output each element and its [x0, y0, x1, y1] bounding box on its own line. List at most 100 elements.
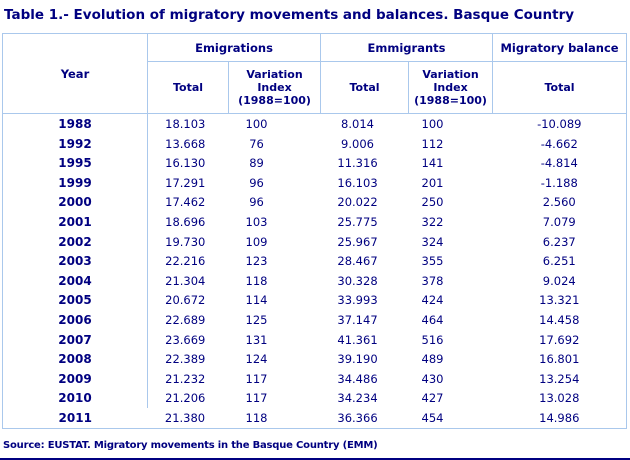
cell-year: 2001 [2, 212, 148, 232]
cell-migratory-balance: -1.188 [540, 175, 578, 190]
table-row: 2001 18.696 103 25.775 322 7.079 [2, 212, 627, 232]
cell-year: 2000 [2, 192, 148, 213]
cell-migratory-balance: 2.560 [542, 195, 576, 210]
cell-emigrations-variation-index: 89 [249, 156, 264, 171]
cell-migratory-balance: 6.237 [542, 234, 576, 249]
cell-emmigrants-variation-index: 355 [421, 254, 444, 269]
cell-emmigrants-total: 41.361 [337, 332, 378, 347]
cell-migratory-balance: 13.254 [539, 371, 580, 386]
table-row: 2005 20.672 114 33.993 424 13.321 [2, 290, 627, 311]
cell-migratory-balance: 7.079 [542, 214, 576, 229]
cell-year: 1995 [2, 153, 148, 173]
table-row: 2006 22.689 125 37.147 464 14.458 [2, 310, 627, 330]
cell-emmigrants-variation-index: 100 [421, 116, 444, 131]
cell-emmigrants-total: 25.967 [337, 234, 378, 249]
cell-migratory-balance: -4.662 [540, 136, 578, 151]
cell-migratory-balance: -4.814 [540, 156, 578, 171]
cell-emmigrants-variation-index: 427 [421, 391, 444, 406]
cell-emigrations-variation-index: 117 [245, 371, 268, 386]
cell-emigrations-variation-index: 100 [245, 116, 268, 131]
cell-emigrations-variation-index: 118 [245, 411, 268, 426]
header-group-row: Year Emigrations Emmigrants Migratory ba… [2, 33, 628, 114]
cell-emigrations-total: 20.672 [165, 293, 206, 308]
cell-emmigrants-variation-index: 454 [421, 411, 444, 426]
cell-emigrations-variation-index: 123 [245, 254, 268, 269]
header-emmigrants-total: Total [320, 61, 410, 114]
table-row: 2011 21.380 118 36.366 454 14.986 [3, 408, 627, 428]
cell-emmigrants-total: 34.234 [337, 391, 378, 406]
cell-emmigrants-total: 11.316 [337, 156, 378, 171]
cell-emmigrants-total: 28.467 [337, 254, 378, 269]
header-emmigrants-variation-index: Variation Index (1988=100) [408, 61, 494, 114]
page-title: Table 1.- Evolution of migratory movemen… [4, 7, 575, 23]
table-body: 1988 18.103 100 8.014 100 -10.089 1992 1… [2, 113, 627, 429]
cell-emigrations-variation-index: 118 [245, 273, 268, 288]
header-balance-total: Total [492, 61, 628, 114]
cell-migratory-balance: 14.986 [539, 411, 580, 426]
cell-emigrations-total: 21.232 [165, 371, 206, 386]
cell-migratory-balance: -10.089 [537, 116, 582, 131]
table-row: 1995 16.130 89 11.316 141 -4.814 [2, 153, 627, 173]
cell-emmigrants-variation-index: 516 [421, 332, 444, 347]
cell-emigrations-total: 22.216 [165, 254, 206, 269]
cell-emmigrants-total: 20.022 [337, 195, 378, 210]
migration-table: Year Emigrations Emmigrants Migratory ba… [2, 33, 628, 429]
header-year: Year [2, 33, 148, 114]
cell-year: 1992 [2, 133, 148, 154]
cell-year: 2010 [2, 388, 148, 409]
cell-emigrations-variation-index: 125 [245, 312, 268, 327]
cell-emigrations-variation-index: 76 [249, 136, 264, 151]
cell-emigrations-total: 23.669 [165, 332, 206, 347]
cell-emigrations-total: 19.730 [165, 234, 206, 249]
cell-year: 2005 [2, 290, 148, 311]
cell-year: 2004 [2, 270, 148, 291]
table-row: 1992 13.668 76 9.006 112 -4.662 [2, 133, 627, 154]
table-row: 2002 19.730 109 25.967 324 6.237 [2, 231, 627, 252]
table-row: 2004 21.304 118 30.328 378 9.024 [2, 270, 627, 291]
table-row: 2009 21.232 117 34.486 430 13.254 [2, 368, 627, 389]
cell-migratory-balance: 13.321 [539, 293, 580, 308]
cell-emigrations-variation-index: 96 [249, 195, 264, 210]
cell-emigrations-variation-index: 124 [245, 352, 268, 367]
table-row: 2000 17.462 96 20.022 250 2.560 [2, 192, 627, 213]
cell-migratory-balance: 17.692 [539, 332, 580, 347]
cell-emmigrants-total: 37.147 [337, 312, 378, 327]
cell-emmigrants-variation-index: 378 [421, 273, 444, 288]
cell-emigrations-total: 16.130 [165, 156, 206, 171]
source-note: Source: EUSTAT. Migratory movements in t… [3, 440, 378, 451]
cell-emmigrants-total: 39.190 [337, 352, 378, 367]
cell-emigrations-variation-index: 109 [245, 234, 268, 249]
cell-emigrations-total: 21.304 [165, 273, 206, 288]
cell-emigrations-total: 21.380 [164, 411, 206, 426]
cell-year: 2009 [2, 368, 148, 389]
cell-emmigrants-total: 25.775 [337, 214, 378, 229]
cell-year: 2011 [58, 411, 92, 426]
cell-emmigrants-total: 16.103 [337, 175, 378, 190]
table-row: 2010 21.206 117 34.234 427 13.028 [2, 388, 627, 409]
header-sub-row: Total Variation Index (1988=100) Total V… [3, 61, 628, 114]
cell-year: 1988 [2, 113, 148, 134]
cell-year: 2007 [2, 329, 148, 350]
cell-emmigrants-total: 8.014 [341, 116, 374, 131]
cell-migratory-balance: 6.251 [542, 254, 576, 269]
cell-emigrations-total: 22.389 [165, 352, 206, 367]
cell-emmigrants-variation-index: 112 [421, 136, 444, 151]
cell-emmigrants-variation-index: 430 [421, 371, 444, 386]
cell-emigrations-total: 17.291 [165, 175, 206, 190]
table-row: 1999 17.291 96 16.103 201 -1.188 [2, 172, 627, 193]
cell-year: 2002 [2, 231, 148, 252]
cell-year: 2003 [2, 251, 148, 271]
table-row: 2008 22.389 124 39.190 489 16.801 [2, 349, 627, 369]
cell-migratory-balance: 14.458 [539, 312, 580, 327]
table-row: 2007 23.669 131 41.361 516 17.692 [2, 329, 627, 350]
cell-emmigrants-variation-index: 489 [421, 352, 444, 367]
cell-emmigrants-variation-index: 324 [421, 234, 444, 249]
cell-emmigrants-total: 36.366 [337, 411, 378, 426]
header-emigrations-total: Total [147, 61, 229, 114]
cell-emmigrants-variation-index: 141 [421, 156, 444, 171]
table-row: 2003 22.216 123 28.467 355 6.251 [2, 251, 627, 271]
cell-emigrations-total: 13.668 [165, 136, 206, 151]
cell-emigrations-total: 18.103 [165, 116, 206, 131]
cell-year: 2006 [2, 310, 148, 330]
cell-emmigrants-total: 34.486 [337, 371, 378, 386]
